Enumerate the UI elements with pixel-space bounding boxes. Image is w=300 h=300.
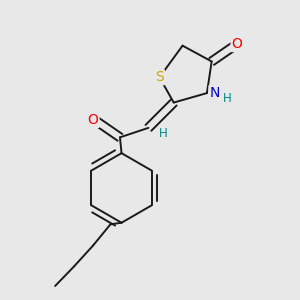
Text: O: O: [232, 37, 242, 51]
Text: H: H: [159, 127, 168, 140]
Text: O: O: [88, 113, 98, 127]
Text: S: S: [155, 70, 164, 84]
Text: N: N: [209, 86, 220, 100]
Text: H: H: [223, 92, 232, 105]
